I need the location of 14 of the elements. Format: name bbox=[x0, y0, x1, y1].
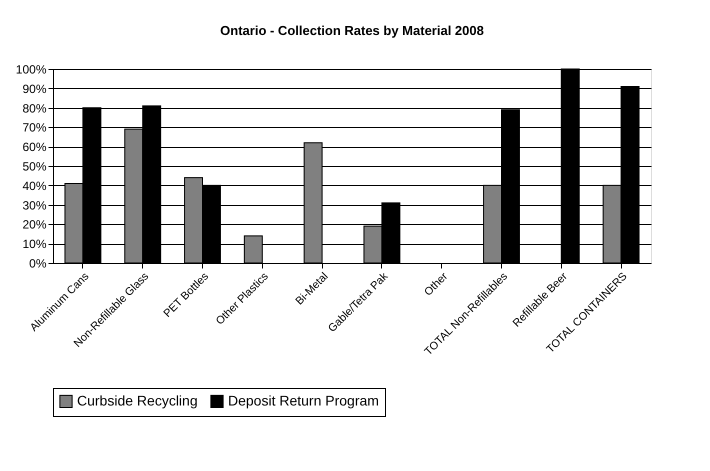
y-tick-label: 0% bbox=[29, 256, 47, 270]
legend-label: Deposit Return Program bbox=[228, 392, 379, 408]
legend-label: Curbside Recycling bbox=[77, 392, 198, 408]
y-tick-label: 70% bbox=[22, 120, 47, 135]
y-tick-label: 100% bbox=[16, 62, 47, 76]
y-tick-label: 60% bbox=[22, 140, 47, 154]
y-tick-label: 50% bbox=[22, 160, 47, 174]
chart-title: Ontario - Collection Rates by Material 2008 bbox=[220, 23, 484, 38]
y-tick-label: 30% bbox=[22, 198, 47, 212]
y-tick-label: 40% bbox=[22, 178, 47, 193]
y-tick-label: 20% bbox=[22, 218, 47, 232]
y-tick-label: 90% bbox=[22, 82, 47, 96]
y-tick-label: 10% bbox=[22, 237, 47, 252]
y-tick-label: 80% bbox=[22, 101, 47, 116]
